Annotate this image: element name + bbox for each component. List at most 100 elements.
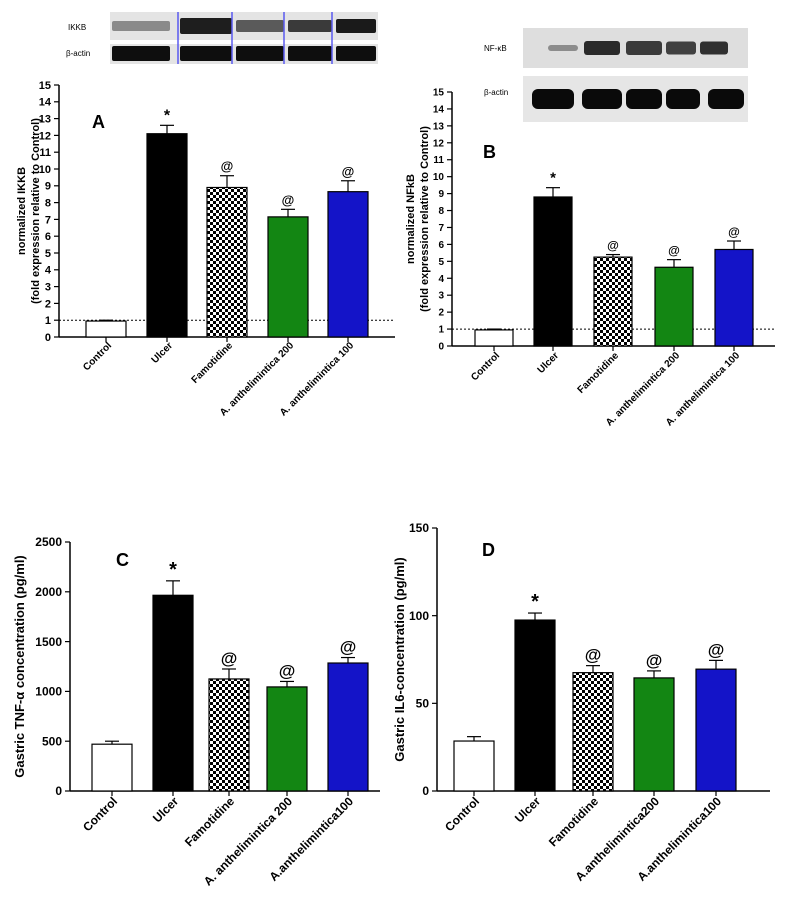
y-tick-label: 3 [45, 281, 51, 293]
actin-a-band-3 [288, 46, 332, 61]
actin-b-band-3 [666, 89, 700, 109]
category-label-2: Famotidine [576, 350, 622, 396]
y-tick-label: 50 [416, 697, 430, 711]
y-axis-label-2: (fold expression relative to Control) [30, 118, 42, 304]
annotation-3: @ [279, 661, 296, 680]
y-tick-label: 1000 [35, 685, 62, 699]
bar-2 [206, 186, 248, 338]
y-axis-label-2: (fold expression relative to Control) [419, 126, 431, 312]
y-tick-label: 9 [438, 189, 444, 200]
y-tick-label: 0 [55, 784, 62, 798]
blot-panel-a: IKKB β-actin [66, 12, 378, 64]
y-tick-label: 5 [45, 248, 51, 260]
bar-4 [327, 191, 369, 338]
y-tick-label: 2500 [35, 535, 62, 549]
category-label-2: Famotidine [182, 794, 237, 849]
chart-c: 0 500 1000 1500 2000 2500 Control * Ulcer @ Famoti… [12, 535, 380, 889]
y-tick-label: 9 [45, 181, 51, 193]
category-label-1: Ulcer [512, 794, 543, 825]
annotation-2: @ [607, 239, 619, 253]
y-tick-label: 6 [45, 231, 51, 243]
y-tick-label: 1 [45, 315, 51, 327]
blot-a-bands [112, 12, 376, 64]
actin-a-band-0 [112, 46, 170, 61]
ikkb-band-1 [180, 18, 232, 34]
panel-label: B [483, 142, 496, 162]
blot-b-bands [532, 41, 744, 109]
bar-4 [714, 248, 754, 347]
annotation-4: @ [728, 225, 740, 239]
chart-a: 0123456789101112131415Control*Ulcer@Famo… [16, 80, 395, 418]
category-label-1: Ulcer [536, 350, 562, 376]
category-label-0: Control [469, 350, 502, 383]
y-tick-label: 11 [433, 155, 444, 166]
annotation-2: @ [221, 649, 238, 668]
annotation-3: @ [282, 192, 295, 207]
annotation-3: @ [668, 244, 680, 258]
y-tick-label: 13 [39, 113, 51, 125]
y-tick-label: 12 [433, 138, 445, 149]
annotation-2: @ [221, 159, 234, 174]
y-tick-label: 2000 [35, 585, 62, 599]
y-tick-label: 14 [433, 104, 445, 115]
y-tick-label: 14 [39, 97, 52, 109]
annotation-1: * [164, 107, 171, 124]
y-tick-label: 15 [39, 80, 51, 92]
y-tick-label: 4 [438, 274, 444, 285]
chart-b: 0123456789101112131415Control*Ulcer@Famo… [405, 88, 775, 428]
ikkb-band-0 [112, 21, 170, 31]
blot-a-label-ikkb: IKKB [68, 23, 86, 32]
y-tick-label: 3 [438, 291, 444, 302]
bar-4 [327, 662, 369, 792]
y-tick-label: 1500 [35, 635, 62, 649]
category-label-0: Control [80, 794, 120, 834]
y-tick-label: 8 [45, 197, 51, 209]
annotation-4: @ [340, 638, 357, 657]
blot-a-label-actin: β-actin [66, 49, 90, 58]
y-tick-label: 12 [39, 130, 51, 142]
y-tick-label: 2 [45, 298, 51, 310]
y-tick-label: 0 [438, 342, 444, 353]
panel-label: C [116, 550, 129, 570]
bar-1 [152, 594, 194, 792]
panel-label: D [482, 540, 495, 560]
y-tick-label: 0 [422, 784, 429, 798]
annotation-2: @ [585, 646, 602, 665]
y-tick-label: 11 [39, 147, 51, 159]
bar-0 [474, 329, 514, 347]
y-tick-label: 2 [438, 308, 444, 319]
y-tick-label: 15 [433, 88, 445, 99]
annotation-4: @ [342, 164, 355, 179]
y-tick-label: 10 [39, 164, 51, 176]
y-tick-label: 10 [433, 172, 445, 183]
y-tick-label: 500 [42, 734, 62, 748]
y-tick-label: 4 [45, 265, 52, 277]
actin-a-band-2 [236, 46, 284, 61]
actin-b-band-4 [708, 89, 744, 109]
y-axis-label: Gastric TNF-α concentration (pg/ml) [12, 555, 27, 778]
chart-d: 050100150Control*Ulcer@Famotidine@A.anth… [392, 521, 770, 884]
category-label-2: Famotidine [190, 340, 236, 386]
annotation-1: * [550, 170, 556, 187]
y-tick-label: 5 [438, 257, 444, 268]
bar-1 [146, 133, 188, 338]
nfkb-band-3 [666, 41, 696, 55]
bar-2 [572, 672, 614, 792]
actin-b-band-0 [532, 89, 574, 109]
annotation-3: @ [646, 651, 663, 670]
bar-1 [533, 196, 573, 347]
y-tick-label: 7 [438, 223, 444, 234]
y-tick-label: 100 [409, 609, 429, 623]
bar-3 [267, 216, 309, 338]
annotation-1: * [531, 591, 539, 613]
bar-4 [695, 668, 737, 792]
bar-2 [593, 256, 633, 347]
ikkb-band-2 [236, 20, 284, 32]
y-axis-label: normalized NFkB [405, 174, 417, 264]
y-tick-label: 0 [45, 332, 51, 344]
actin-a-band-4 [336, 46, 376, 61]
bar-3 [654, 266, 694, 347]
bar-0 [91, 743, 133, 792]
nfkb-band-0 [548, 45, 578, 51]
